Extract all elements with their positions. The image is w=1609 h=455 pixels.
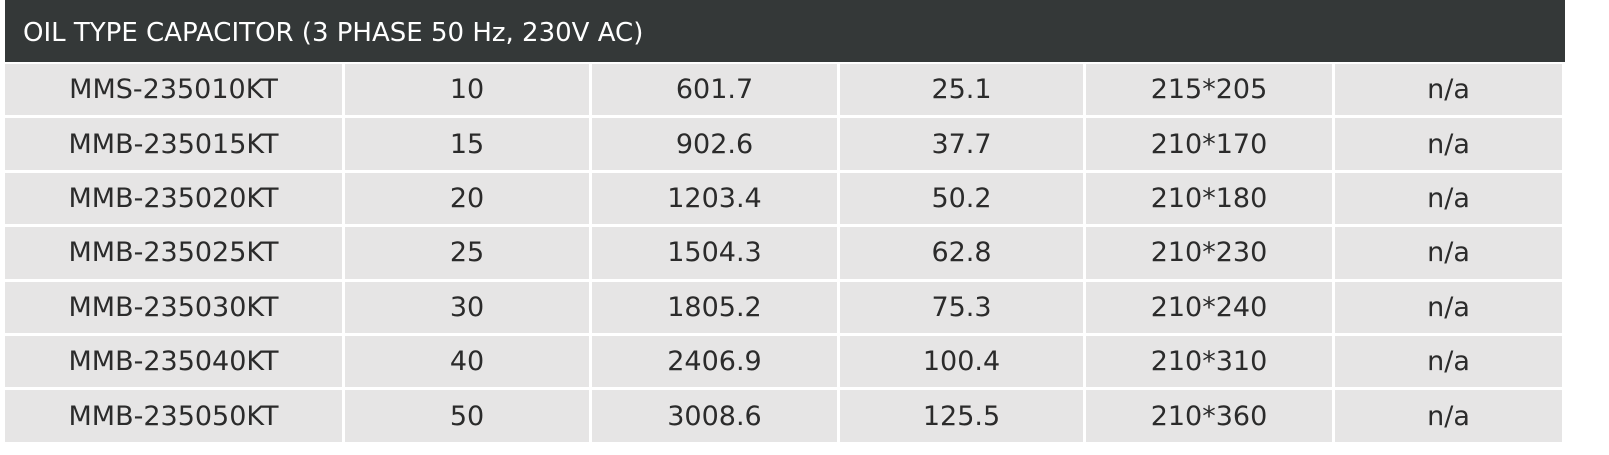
table-cell: 215*205 [1086, 64, 1332, 116]
table-cell: 2406.9 [592, 336, 837, 388]
table-cell: 100.4 [840, 336, 1083, 388]
table-cell: 210*230 [1086, 227, 1332, 279]
table-cell: 1504.3 [592, 227, 837, 279]
header-strip [5, 0, 1565, 4]
table-header: OIL TYPE CAPACITOR (3 PHASE 50 Hz, 230V … [5, 4, 1565, 62]
table-cell: 902.6 [592, 118, 837, 170]
table-cell: 75.3 [840, 281, 1083, 333]
table-cell: 601.7 [592, 64, 837, 116]
table-cell: n/a [1335, 64, 1562, 116]
table-cell: 62.8 [840, 227, 1083, 279]
table-cell: 3008.6 [592, 390, 837, 442]
table-cell: n/a [1335, 118, 1562, 170]
table-cell: 210*310 [1086, 336, 1332, 388]
table-cell: n/a [1335, 336, 1562, 388]
table-cell: 210*170 [1086, 118, 1332, 170]
table-cell: 10 [345, 64, 589, 116]
table-cell: 125.5 [840, 390, 1083, 442]
table-cell: MMB-235040KT [5, 336, 342, 388]
table-cell: MMB-235030KT [5, 281, 342, 333]
table-title: OIL TYPE CAPACITOR (3 PHASE 50 Hz, 230V … [23, 18, 644, 48]
table-cell: 30 [345, 281, 589, 333]
table-cell: 210*240 [1086, 281, 1332, 333]
table-cell: n/a [1335, 172, 1562, 225]
table-cell: n/a [1335, 390, 1562, 442]
table-cell: 50 [345, 390, 589, 442]
table-cell: MMB-235050KT [5, 390, 342, 442]
table-cell: 210*180 [1086, 172, 1332, 225]
table-cell: MMB-235015KT [5, 118, 342, 170]
table-cell: MMB-235025KT [5, 227, 342, 279]
table-cell: 50.2 [840, 172, 1083, 225]
table-cell: n/a [1335, 281, 1562, 333]
table-cell: n/a [1335, 227, 1562, 279]
table-cell: 40 [345, 336, 589, 388]
table-cell: 210*360 [1086, 390, 1332, 442]
table-cell: MMS-235010KT [5, 64, 342, 116]
table-cell: 1805.2 [592, 281, 837, 333]
table-cell: 1203.4 [592, 172, 837, 225]
table-cell: MMB-235020KT [5, 172, 342, 225]
table-cell: 20 [345, 172, 589, 225]
table-cell: 37.7 [840, 118, 1083, 170]
table-cell: 25 [345, 227, 589, 279]
table-cell: 15 [345, 118, 589, 170]
table-cell: 25.1 [840, 64, 1083, 116]
